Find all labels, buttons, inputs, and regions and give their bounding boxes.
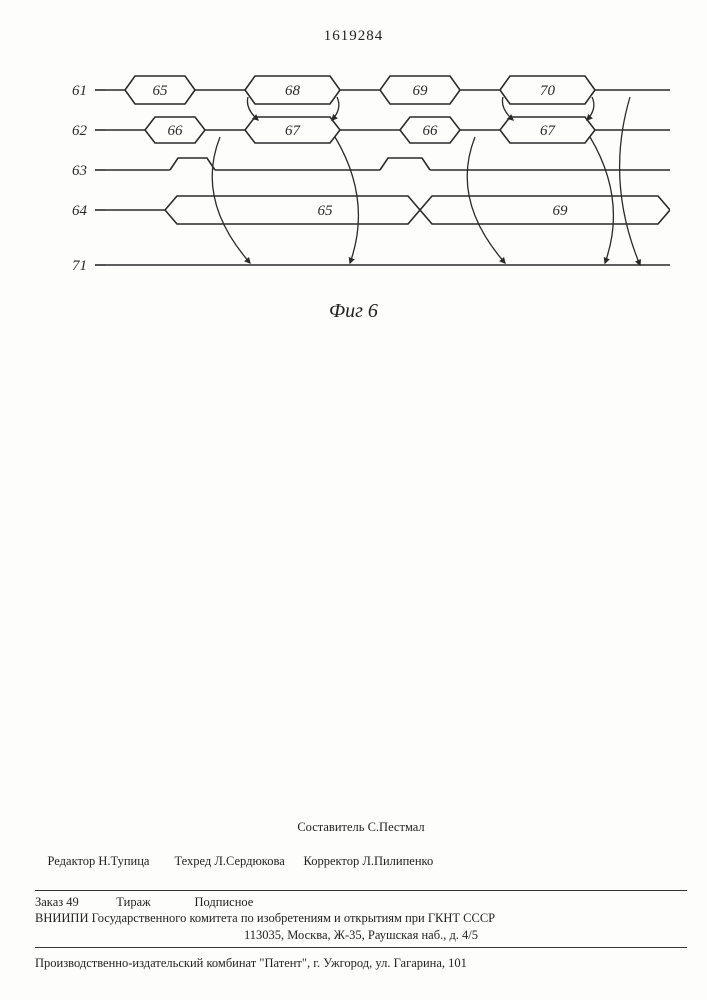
editor: Редактор Н.Тупица — [48, 854, 150, 868]
svg-text:71: 71 — [72, 258, 87, 274]
staff-line: Редактор Н.Тупица Техред Л.Сердюкова Кор… — [35, 836, 687, 887]
svg-text:64: 64 — [72, 203, 88, 219]
svg-text:62: 62 — [72, 123, 88, 139]
svg-text:63: 63 — [72, 163, 87, 179]
svg-text:65: 65 — [318, 203, 334, 219]
divider — [35, 890, 687, 891]
timing-diagram: 61 62 63 64 71 65 68 69 70 66 67 66 67 65 69 — [70, 65, 670, 295]
svg-text:67: 67 — [540, 123, 557, 139]
address-line: 113035, Москва, Ж-35, Раушская наб., д. … — [35, 927, 687, 944]
divider — [35, 947, 687, 948]
techred: Техред Л.Сердюкова — [174, 854, 284, 868]
svg-text:66: 66 — [168, 123, 184, 139]
svg-text:65: 65 — [153, 83, 169, 99]
diagram-svg: 61 62 63 64 71 65 68 69 70 66 67 66 67 65 69 — [70, 65, 670, 295]
imprint-block: Составитель С.Пестмал Редактор Н.Тупица … — [35, 819, 687, 972]
svg-text:68: 68 — [285, 83, 301, 99]
svg-text:67: 67 — [285, 123, 302, 139]
compiler-line: Составитель С.Пестмал — [35, 819, 687, 836]
page-number: 1619284 — [0, 28, 707, 45]
figure-label: Фиг 6 — [0, 300, 707, 323]
svg-text:66: 66 — [423, 123, 439, 139]
corrector: Корректор Л.Пилипенко — [304, 854, 434, 868]
institute-line: ВНИИПИ Государственного комитета по изоб… — [35, 910, 687, 927]
svg-text:69: 69 — [553, 203, 569, 219]
svg-text:70: 70 — [540, 83, 556, 99]
printer-line: Производственно-издательский комбинат "П… — [35, 955, 687, 972]
svg-text:61: 61 — [72, 83, 87, 99]
order-line: Заказ 49 Тираж Подписное — [35, 894, 687, 911]
svg-text:69: 69 — [413, 83, 429, 99]
